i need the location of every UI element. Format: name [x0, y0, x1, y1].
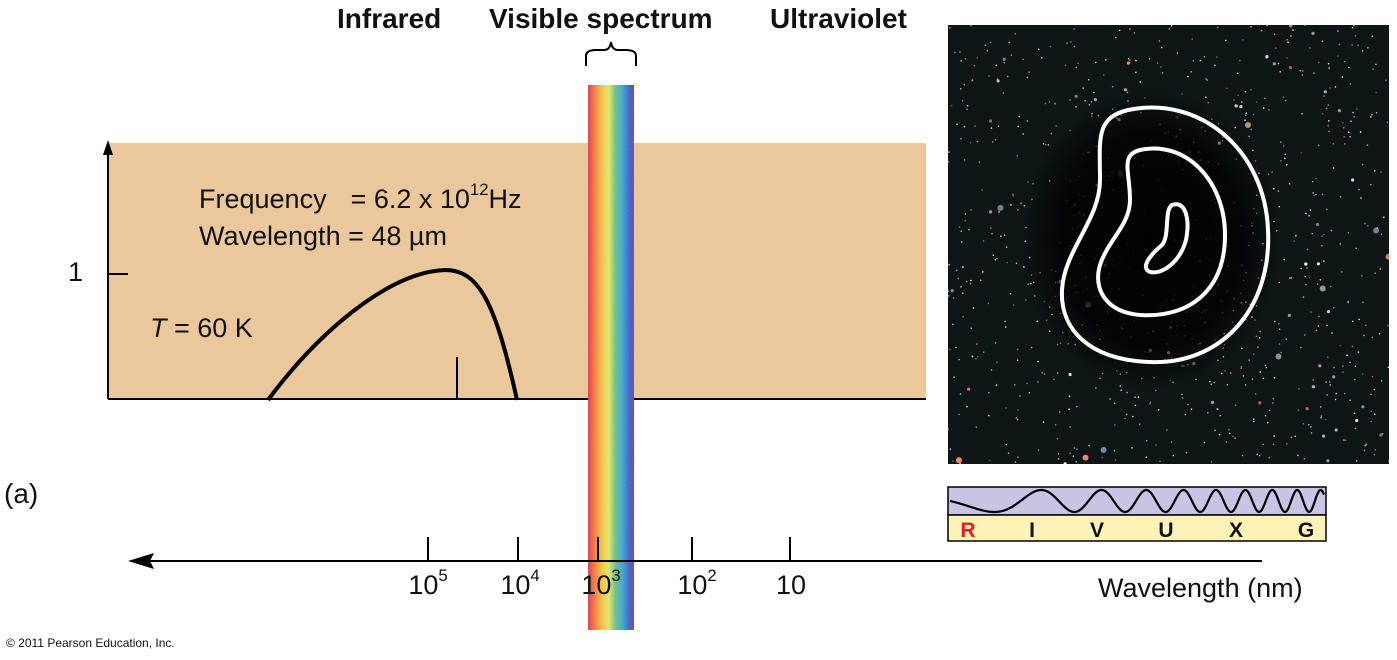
- frequency-label: Frequency: [199, 184, 327, 214]
- temperature-value: = 60 K: [166, 313, 253, 343]
- temperature-text: T = 60 K: [150, 313, 253, 344]
- frequency-unit: Hz: [488, 184, 522, 214]
- tick-label-1e5: 105: [408, 566, 448, 600]
- temperature-symbol: T: [150, 313, 167, 343]
- copyright: © 2011 Pearson Education, Inc.: [6, 636, 175, 650]
- visible-spectrum-label: Visible spectrum: [489, 3, 713, 34]
- infrared-label: Infrared: [337, 3, 442, 34]
- riuvxg-letter-x: X: [1228, 519, 1244, 542]
- panel-label: (a): [4, 478, 39, 509]
- spectrum-texture: [588, 85, 634, 630]
- wavelength-axis-label: Wavelength (nm): [1098, 573, 1303, 603]
- wavelength-axis-arrow: [128, 553, 154, 569]
- riuvxg-letter-v: V: [1089, 519, 1105, 542]
- plot-background: [108, 143, 926, 399]
- tick-label-10: 10: [775, 570, 807, 600]
- frequency-text: Frequency = 6.2 x 1012Hz: [199, 180, 522, 215]
- frequency-exponent: 12: [469, 180, 489, 199]
- visible-brace: [585, 41, 637, 66]
- tick-label-1e3: 103: [581, 566, 621, 600]
- blackbody-curve: [266, 267, 519, 402]
- y-tick-label: 1: [68, 257, 84, 287]
- riuvxg-letter-r: R: [960, 519, 976, 542]
- tick-label-1e4: 104: [500, 566, 540, 600]
- riuvxg-letter-u: U: [1158, 519, 1174, 542]
- wavelength-value: Wavelength = 48 µm: [199, 221, 447, 251]
- riuvxg-letter-i: I: [1029, 519, 1035, 542]
- tick-label-1e2: 102: [677, 566, 717, 600]
- riuvxg-letter-g: G: [1297, 519, 1315, 542]
- riuvxg-letter-box: [947, 514, 1327, 542]
- ultraviolet-label: Ultraviolet: [770, 3, 907, 34]
- riuvxg-wave: [949, 488, 1326, 514]
- y-axis-arrow: [103, 140, 113, 155]
- axis-ticks: [427, 537, 791, 561]
- frequency-value: = 6.2 x 10: [350, 184, 470, 214]
